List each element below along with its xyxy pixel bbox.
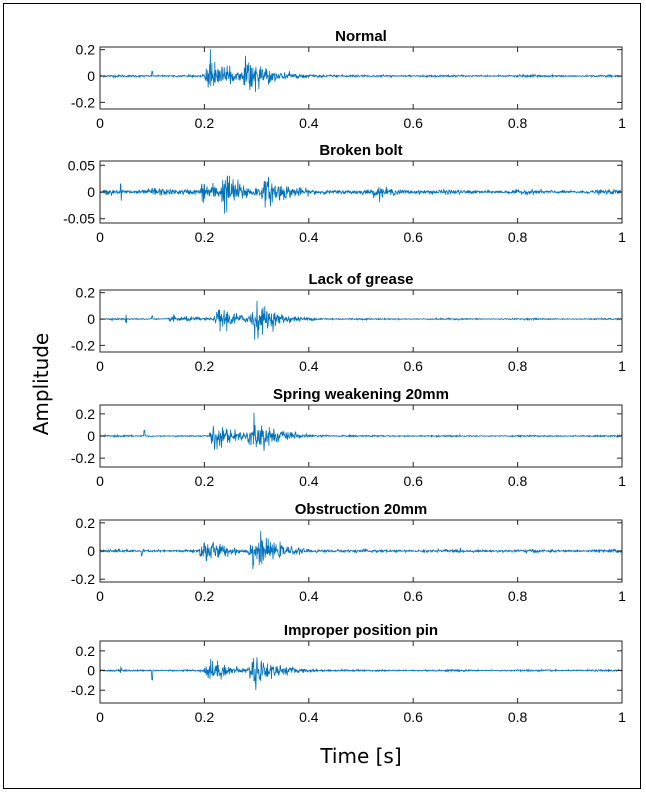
x-tick-label: 1 <box>618 358 626 374</box>
y-tick-label: -0.05 <box>63 211 95 227</box>
x-tick-label: 0 <box>96 473 104 489</box>
x-tick-label: 0.2 <box>195 115 215 131</box>
subplot-title: Spring weakening 20mm <box>273 386 449 403</box>
x-tick-label: 0.8 <box>508 358 528 374</box>
x-tick-label: 0.6 <box>403 588 423 604</box>
x-tick-label: 0.8 <box>508 115 528 131</box>
x-tick-label: 0.8 <box>508 588 528 604</box>
x-tick-label: 0.8 <box>508 229 528 245</box>
x-tick-label: 0.4 <box>299 358 319 374</box>
x-tick-label: 0.6 <box>403 115 423 131</box>
y-tick-label: 0.2 <box>76 515 96 531</box>
x-tick-label: 0.8 <box>508 709 528 725</box>
subplot-title: Lack of grease <box>308 271 413 288</box>
x-tick-label: 0.2 <box>195 588 215 604</box>
y-tick-label: 0.2 <box>76 42 96 58</box>
x-tick-label: 0 <box>96 588 104 604</box>
x-axis-label: Time [s] <box>319 744 401 768</box>
signal-line <box>99 175 623 214</box>
y-tick-label: -0.2 <box>71 94 95 110</box>
y-tick-label: -0.2 <box>71 571 95 587</box>
x-tick-label: 1 <box>618 473 626 489</box>
subplot-title: Broken bolt <box>319 142 402 159</box>
signal-line <box>99 49 622 93</box>
y-tick-label: 0.05 <box>68 157 95 173</box>
y-tick-label: 0 <box>87 184 95 200</box>
x-tick-label: 0.6 <box>403 473 423 489</box>
x-tick-label: 1 <box>618 115 626 131</box>
x-tick-label: 0.8 <box>508 473 528 489</box>
x-tick-label: 0.6 <box>403 358 423 374</box>
signal-line <box>99 412 623 451</box>
subplot-title: Improper position pin <box>284 622 438 639</box>
y-tick-label: 0.2 <box>76 285 96 301</box>
x-tick-label: 0.6 <box>403 709 423 725</box>
y-tick-label: 0 <box>87 311 95 327</box>
x-tick-label: 0.4 <box>299 229 319 245</box>
x-tick-label: 1 <box>618 709 626 725</box>
subplot-title: Obstruction 20mm <box>295 501 428 518</box>
y-tick-label: -0.2 <box>71 337 95 353</box>
x-tick-label: 0 <box>96 229 104 245</box>
y-tick-label: -0.2 <box>71 682 95 698</box>
signal-line <box>99 657 623 691</box>
subplot-title: Normal <box>335 28 387 45</box>
x-tick-label: 0.4 <box>299 588 319 604</box>
x-tick-label: 0.2 <box>195 709 215 725</box>
x-tick-label: 1 <box>618 588 626 604</box>
axes-box <box>99 640 623 704</box>
y-tick-label: 0 <box>87 543 95 559</box>
x-tick-label: 0.2 <box>195 358 215 374</box>
x-tick-label: 0.4 <box>299 473 319 489</box>
y-tick-label: 0 <box>87 68 95 84</box>
axes-box <box>99 289 623 353</box>
y-tick-label: 0.2 <box>76 643 96 659</box>
y-tick-label: 0 <box>87 663 95 679</box>
figure-frame: Normal 0 0.2 0.4 0.6 0.8 1 0.2 0 -0.2 Broken bolt 0… <box>3 3 641 789</box>
y-axis-label: Amplitude <box>29 333 53 436</box>
signal-line <box>99 300 623 340</box>
y-tick-label: 0 <box>87 428 95 444</box>
x-tick-label: 1 <box>618 229 626 245</box>
axes-box <box>99 46 623 110</box>
x-tick-label: 0.4 <box>299 115 319 131</box>
x-tick-label: 0.2 <box>195 473 215 489</box>
x-tick-label: 0 <box>96 358 104 374</box>
x-tick-label: 0.6 <box>403 229 423 245</box>
x-tick-label: 0.2 <box>195 229 215 245</box>
y-tick-label: 0.2 <box>76 406 96 422</box>
y-tick-label: -0.2 <box>71 450 95 466</box>
x-tick-label: 0 <box>96 709 104 725</box>
signal-line <box>99 530 623 570</box>
x-tick-label: 0.4 <box>299 709 319 725</box>
x-tick-label: 0 <box>96 115 104 131</box>
